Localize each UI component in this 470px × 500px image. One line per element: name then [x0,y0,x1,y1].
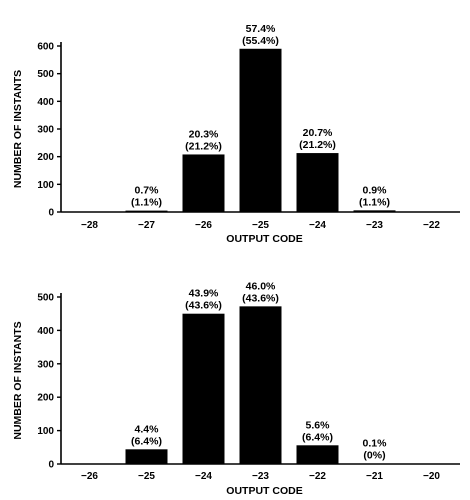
x-tick-label: −28 [81,220,98,231]
data-label-percent: 57.4% [246,23,276,35]
bar [297,153,339,212]
data-label-percent: 0.9% [363,184,388,196]
data-label-paren: (6.4%) [131,435,162,447]
x-tick-label: −27 [138,220,155,231]
y-tick-label: 300 [37,125,54,136]
bar [126,211,168,212]
y-tick-label: 500 [37,69,54,80]
x-tick-label: −25 [252,220,269,231]
bar [297,445,339,464]
data-label-percent: 20.3% [189,128,219,140]
x-tick-label: −24 [309,220,326,231]
x-tick-label: −22 [423,220,440,231]
panel-1: 0 100 200 300 400 500 600 NUMBER OF INSTANTS −28… [12,23,460,245]
data-label-paren: (6.4%) [302,431,333,443]
data-label-paren: (0%) [363,450,385,462]
x-tick-label: −20 [423,471,440,482]
x-tick-label: −25 [138,471,155,482]
data-label-paren: (1.1%) [359,196,390,208]
x-tick-label: −22 [309,471,326,482]
data-label-paren: (1.1%) [131,197,162,209]
y-tick-label: 300 [37,359,54,370]
y-axis-title: NUMBER OF INSTANTS [12,70,24,188]
x-axis-title: OUTPUT CODE [226,485,302,495]
data-label-percent: 0.7% [135,185,160,197]
data-label-paren: (21.2%) [299,139,336,151]
y-tick-label: 400 [37,97,54,108]
data-label-percent: 43.9% [189,288,219,300]
bar [354,210,396,212]
bar [183,314,225,464]
y-tick-label: 200 [37,393,54,404]
y-tick-label: 600 [37,42,54,53]
x-tick-label: −26 [81,471,98,482]
data-label-paren: (43.6%) [185,300,222,312]
bar [240,306,282,464]
data-label-paren: (55.4%) [242,35,279,47]
y-tick-label: 200 [37,152,54,163]
data-label-percent: 4.4% [135,423,160,435]
y-tick-label: 0 [48,208,54,219]
x-tick-label: −26 [195,220,212,231]
bar [126,449,168,464]
y-tick-label: 100 [37,180,54,191]
x-axis-title: OUTPUT CODE [226,233,302,245]
y-tick-label: 100 [37,426,54,437]
bar [240,49,282,212]
y-tick-label: 500 [37,293,54,304]
data-label-percent: 20.7% [303,127,333,139]
data-label-percent: 0.1% [363,438,388,450]
panel-2: 0 100 200 300 400 500 NUMBER OF INSTANTS −26 −25… [12,280,460,495]
data-label-percent: 46.0% [246,280,276,292]
data-label-paren: (21.2%) [185,140,222,152]
data-label-paren: (43.6%) [242,292,279,304]
x-tick-label: −21 [366,471,383,482]
y-axis-title: NUMBER OF INSTANTS [12,321,24,439]
data-label-percent: 5.6% [306,419,331,431]
y-tick-label: 0 [48,460,54,471]
y-tick-label: 400 [37,326,54,337]
x-tick-label: −24 [195,471,212,482]
x-tick-label: −23 [252,471,269,482]
x-tick-label: −23 [366,220,383,231]
bar [183,154,225,212]
